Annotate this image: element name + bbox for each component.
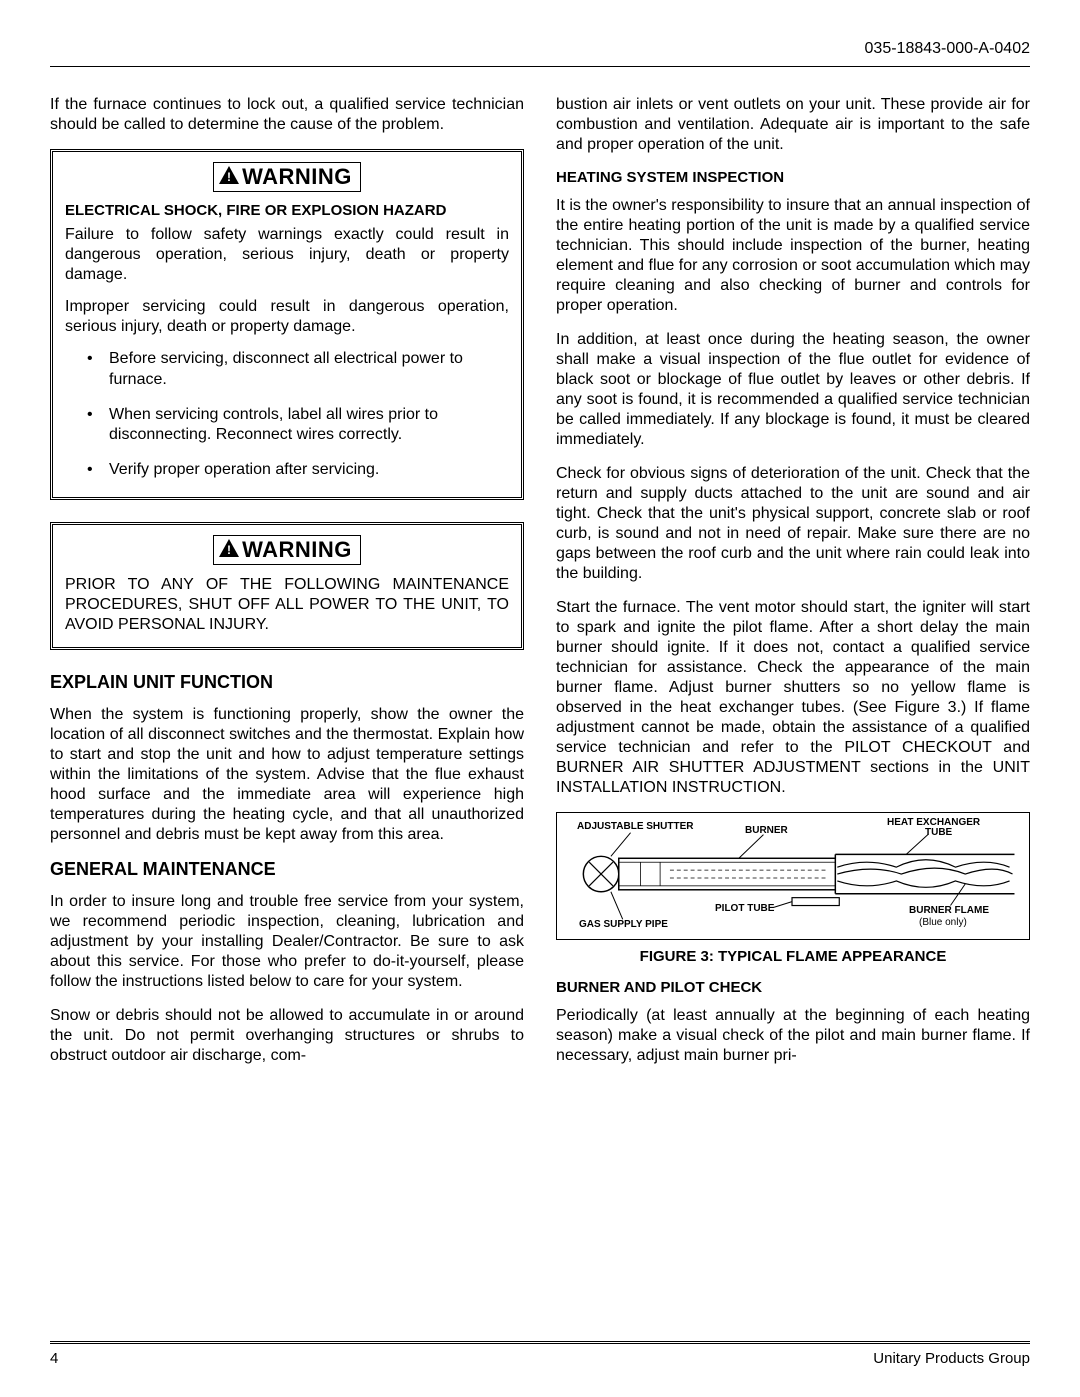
left-column: If the furnace continues to lock out, a … (50, 95, 524, 1066)
general-maintenance-para-2: Snow or debris should not be allowed to … (50, 1006, 524, 1066)
explain-unit-heading: EXPLAIN UNIT FUNCTION (50, 672, 524, 693)
svg-text:!: ! (227, 543, 231, 557)
footer: 4 Unitary Products Group (50, 1341, 1030, 1367)
label-burner-flame: BURNER FLAME (909, 905, 989, 916)
figure-3-diagram: ADJUSTABLE SHUTTER BURNER HEAT EXCHANGER… (556, 812, 1030, 940)
footer-row: 4 Unitary Products Group (50, 1350, 1030, 1367)
svg-text:!: ! (227, 170, 231, 184)
warning-bullet-list: Before servicing, disconnect all electri… (65, 349, 509, 481)
burner-check-para: Periodically (at least annually at the b… (556, 1006, 1030, 1066)
warning-header: ! WARNING (65, 535, 509, 565)
continuation-para: bustion air inlets or vent outlets on yo… (556, 95, 1030, 155)
warning-triangle-icon: ! (218, 538, 240, 562)
heating-inspection-heading: HEATING SYSTEM INSPECTION (556, 169, 1030, 186)
explain-unit-para: When the system is functioning properly,… (50, 705, 524, 845)
figure-3-caption: FIGURE 3: TYPICAL FLAME APPEARANCE (556, 948, 1030, 965)
warning-para-1: Failure to follow safety warnings exactl… (65, 225, 509, 285)
general-maintenance-para-1: In order to insure long and trouble free… (50, 892, 524, 992)
label-burner: BURNER (745, 825, 788, 836)
warning-header: ! WARNING (65, 162, 509, 192)
general-maintenance-heading: GENERAL MAINTENANCE (50, 859, 524, 880)
right-column: bustion air inlets or vent outlets on yo… (556, 95, 1030, 1066)
content-columns: If the furnace continues to lock out, a … (50, 95, 1030, 1066)
warning-box-electrical: ! WARNING ELECTRICAL SHOCK, FIRE OR EXPL… (50, 149, 524, 500)
document-number: 035-18843-000-A-0402 (50, 40, 1030, 58)
warning-triangle-icon: ! (218, 165, 240, 189)
heating-para-4: Start the furnace. The vent motor should… (556, 598, 1030, 798)
warning-para-2: Improper servicing could result in dange… (65, 297, 509, 337)
warning-bullet: When servicing controls, label all wires… (87, 405, 509, 447)
warning-bullet: Verify proper operation after servicing. (87, 460, 509, 481)
warning-box-maintenance: ! WARNING PRIOR TO ANY OF THE FOLLOWING … (50, 522, 524, 650)
label-gas-supply: GAS SUPPLY PIPE (579, 919, 668, 930)
warning-badge: ! WARNING (213, 535, 361, 565)
warning-label: WARNING (242, 164, 352, 190)
warning-label: WARNING (242, 537, 352, 563)
label-tube: TUBE (925, 827, 952, 838)
warning-subtitle: ELECTRICAL SHOCK, FIRE OR EXPLOSION HAZA… (65, 202, 509, 219)
burner-check-heading: BURNER AND PILOT CHECK (556, 979, 1030, 996)
label-adjustable-shutter: ADJUSTABLE SHUTTER (577, 821, 693, 832)
warning-badge: ! WARNING (213, 162, 361, 192)
warning-para: PRIOR TO ANY OF THE FOLLOWING MAINTENANC… (65, 575, 509, 635)
page: 035-18843-000-A-0402 If the furnace cont… (0, 0, 1080, 1397)
footer-org: Unitary Products Group (873, 1350, 1030, 1367)
page-number: 4 (50, 1350, 58, 1367)
heating-para-1: It is the owner's responsibility to insu… (556, 196, 1030, 316)
label-blue-only: (Blue only) (919, 917, 967, 928)
top-rule (50, 66, 1030, 67)
intro-paragraph: If the furnace continues to lock out, a … (50, 95, 524, 135)
bottom-rule (50, 1341, 1030, 1344)
heating-para-2: In addition, at least once during the he… (556, 330, 1030, 450)
warning-bullet: Before servicing, disconnect all electri… (87, 349, 509, 391)
label-pilot-tube: PILOT TUBE (715, 903, 774, 914)
heating-para-3: Check for obvious signs of deterioration… (556, 464, 1030, 584)
